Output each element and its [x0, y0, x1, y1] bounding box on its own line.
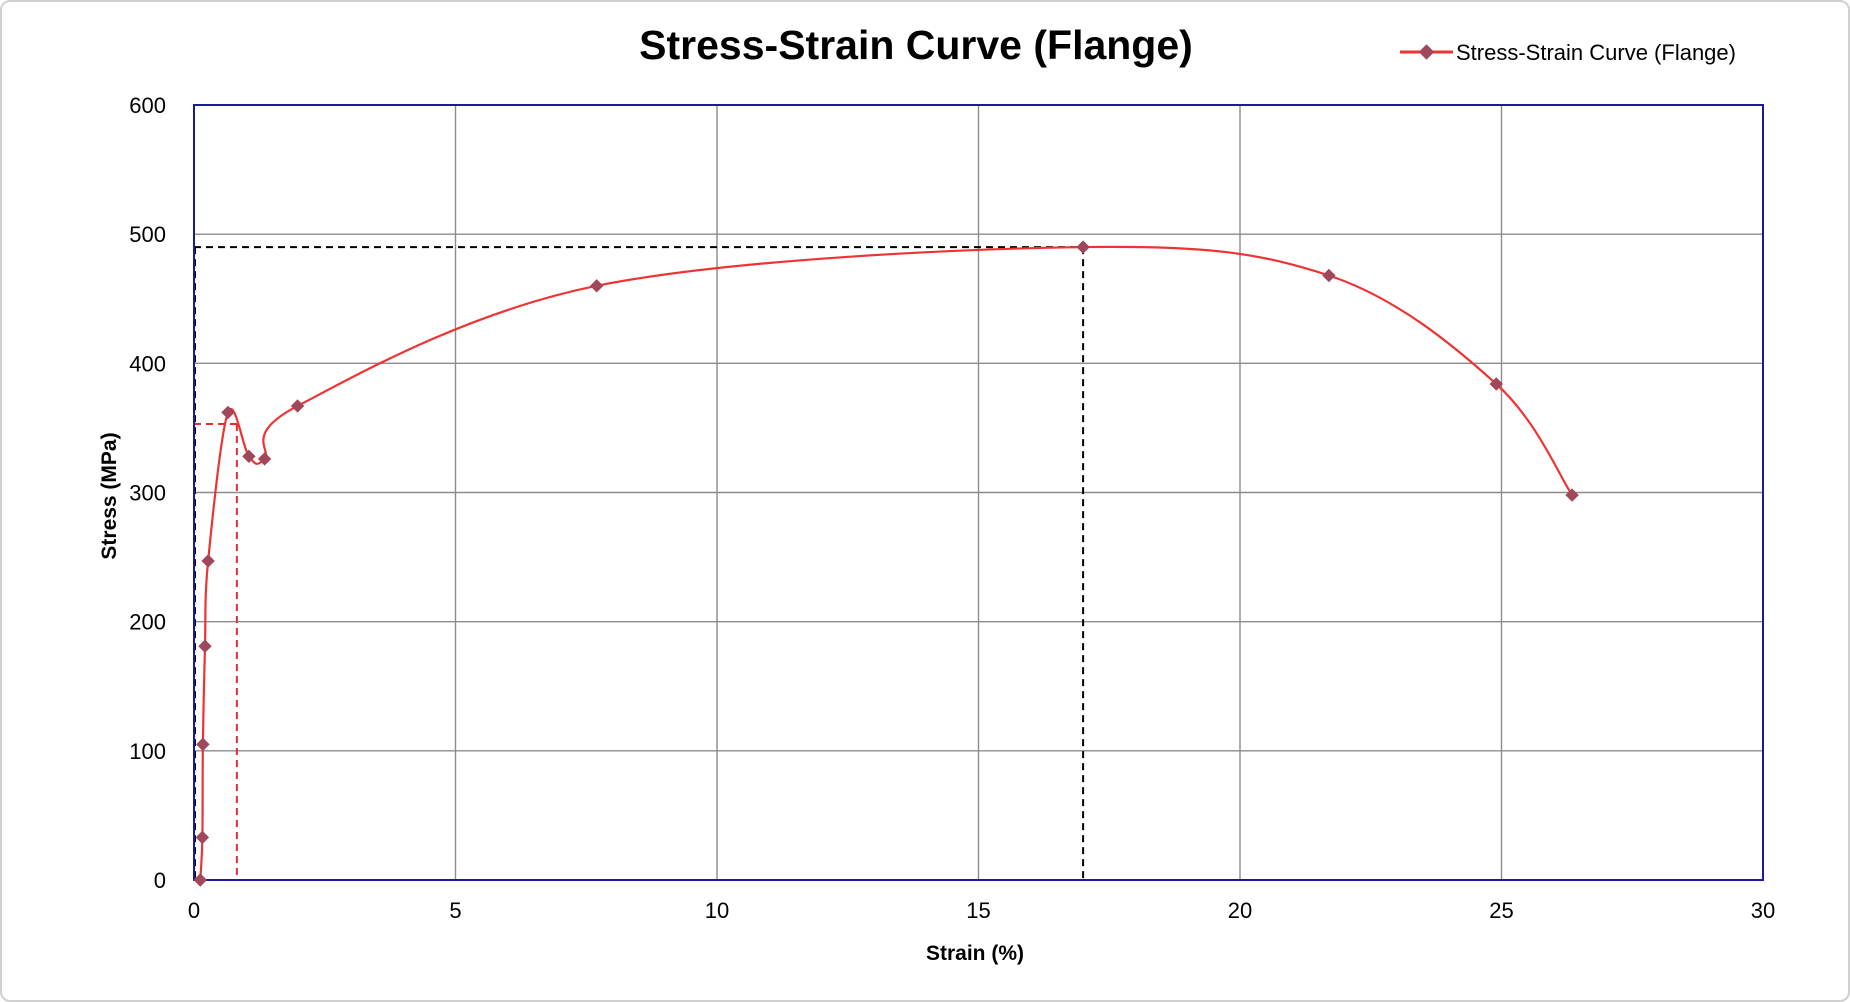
x-axis-label: Strain (%)	[926, 942, 1024, 965]
x-tick-label: 30	[1751, 898, 1775, 923]
x-tick-label: 25	[1489, 898, 1513, 923]
y-tick-label: 600	[129, 93, 166, 118]
x-tick-label: 10	[705, 898, 729, 923]
grid-layer	[194, 105, 1763, 881]
data-point-marker	[290, 399, 305, 413]
y-tick-label: 300	[129, 481, 166, 506]
data-point-marker	[195, 830, 210, 845]
data-point-marker	[1322, 268, 1336, 283]
y-tick-label: 500	[129, 222, 166, 247]
y-tick-label: 100	[129, 739, 166, 764]
data-point-marker	[1489, 377, 1503, 391]
data-point-marker	[221, 405, 235, 420]
y-axis-label: Stress (MPa)	[98, 432, 121, 559]
x-tick-label: 15	[966, 898, 990, 923]
x-tick-label: 5	[449, 898, 461, 923]
legend-marker-swatch	[1418, 44, 1435, 60]
chart-title: Stress-Strain Curve (Flange)	[639, 22, 1193, 68]
data-point-marker	[196, 737, 210, 752]
y-tick-label: 400	[129, 351, 166, 376]
y-tick-label: 200	[129, 610, 166, 635]
data-point-marker	[242, 449, 256, 464]
data-point-marker	[1565, 488, 1579, 502]
data-point-marker	[1076, 240, 1090, 254]
x-tick-label: 0	[188, 898, 200, 923]
data-point-marker	[201, 554, 215, 568]
data-point-marker	[193, 873, 207, 887]
x-tick-label: 20	[1228, 898, 1252, 923]
plot-border	[193, 104, 1764, 881]
y-tick-label: 0	[154, 868, 166, 893]
data-point-marker	[590, 279, 604, 293]
data-point-marker	[257, 452, 272, 466]
legend: Stress-Strain Curve (Flange)	[1400, 40, 1736, 65]
marker-layer	[193, 240, 1579, 887]
data-point-marker	[198, 639, 212, 653]
legend-label: Stress-Strain Curve (Flange)	[1456, 40, 1736, 65]
